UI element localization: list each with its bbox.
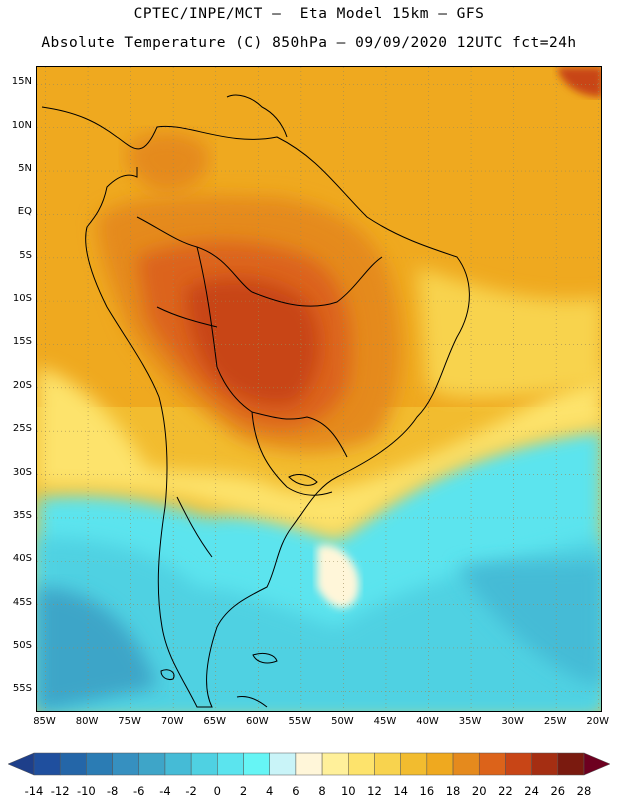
lat-label: 55S [12, 683, 32, 695]
lat-label: 10N [11, 119, 32, 131]
colorbar-tick-label: -4 [159, 784, 171, 798]
lon-label: 75W [118, 716, 141, 727]
lon-label: 60W [245, 716, 269, 727]
colorbar-tick-label: 28 [576, 784, 592, 798]
colorbar-max-arrow [583, 752, 611, 776]
lon-label: 20W [586, 716, 610, 727]
colorbar-swatch [400, 752, 428, 776]
colorbar-tick-label: 10 [340, 784, 356, 798]
colorbar-tick-label: -8 [106, 784, 119, 798]
colorbar-swatch [531, 752, 559, 776]
colorbar-tick-label: 14 [393, 784, 408, 798]
colorbar-swatch [557, 752, 585, 776]
lon-label: 45W [373, 716, 397, 727]
colorbar-min-arrow [7, 752, 35, 776]
colorbar-tick-label: 4 [266, 784, 274, 798]
colorbar-tick-label: 12 [367, 784, 382, 798]
coastlines [41, 94, 470, 708]
temperature-field [37, 67, 601, 711]
colorbar-swatch [321, 752, 349, 776]
colorbar-swatch [374, 752, 401, 776]
lat-label: 5N [18, 163, 32, 175]
lat-label: 10S [12, 293, 32, 305]
title-line-2: Absolute Temperature (C) 850hPa – 09/09/… [41, 35, 577, 51]
lon-label: 35W [458, 716, 482, 727]
temperature-map[interactable] [36, 66, 602, 712]
colorbar-swatch [505, 752, 532, 776]
lat-label: 25S [12, 423, 32, 435]
colorbar-tick-label: 0 [213, 784, 221, 798]
lon-label: 65W [203, 716, 227, 727]
colorbar-swatch [138, 752, 166, 776]
colorbar-tick-label: 16 [419, 784, 435, 798]
colorbar-tick-label: -2 [185, 784, 197, 798]
colorbar-swatch [295, 752, 323, 776]
lat-label: 40S [12, 553, 32, 565]
islands [160, 474, 318, 680]
colorbar-swatch [452, 752, 480, 776]
lat-label: 50S [12, 639, 32, 651]
colorbar-swatch [426, 752, 454, 776]
colorbar-tick-label: 20 [471, 784, 487, 798]
colorbar-tick-label: 6 [292, 784, 300, 798]
colorbar-swatch [33, 752, 61, 776]
colorbar-tick-label: 18 [445, 784, 461, 798]
colorbar-swatch [164, 752, 192, 776]
lon-label: 55W [288, 716, 312, 727]
lat-label: 45S [12, 596, 32, 608]
title-line-1: CPTEC/INPE/MCT – Eta Model 15km – GFS [133, 6, 485, 22]
colorbar [7, 752, 611, 776]
lat-label: 15N [11, 76, 32, 88]
lon-label: 50W [331, 716, 354, 727]
lon-label: 80W [75, 716, 99, 727]
lat-label: EQ [17, 206, 32, 218]
colorbar-swatch [59, 752, 87, 776]
lon-label: 85W [33, 716, 56, 727]
lat-label: 35S [12, 509, 32, 521]
colorbar-swatch [190, 752, 218, 776]
lat-label: 30S [12, 466, 32, 478]
colorbar-tick-label: 2 [239, 784, 248, 798]
colorbar-swatch [243, 752, 270, 776]
lat-label: 20S [12, 379, 32, 391]
lat-label: 15S [12, 336, 32, 348]
colorbar-tick-label: 8 [318, 784, 326, 798]
colorbar-swatch [112, 752, 140, 776]
lon-label: 40W [416, 716, 439, 727]
lon-label: 25W [543, 716, 567, 727]
colorbar-swatch [478, 752, 506, 776]
colorbar-tick-label: -12 [50, 784, 70, 798]
colorbar-swatch [86, 752, 113, 776]
lon-label: 70W [160, 716, 184, 727]
colorbar-tick-label: 26 [550, 784, 566, 798]
colorbar-tick-label: 24 [524, 784, 539, 798]
lat-label: 5S [19, 249, 32, 261]
colorbar-swatch [217, 752, 244, 776]
colorbar-swatch [348, 752, 375, 776]
colorbar-tick-label: 22 [498, 784, 513, 798]
lon-label: 30W [501, 716, 524, 727]
colorbar-swatch [269, 752, 297, 776]
colorbar-tick-label: -6 [133, 784, 145, 798]
colorbar-tick-label: -10 [76, 784, 96, 798]
colorbar-tick-label: -14 [24, 784, 44, 798]
